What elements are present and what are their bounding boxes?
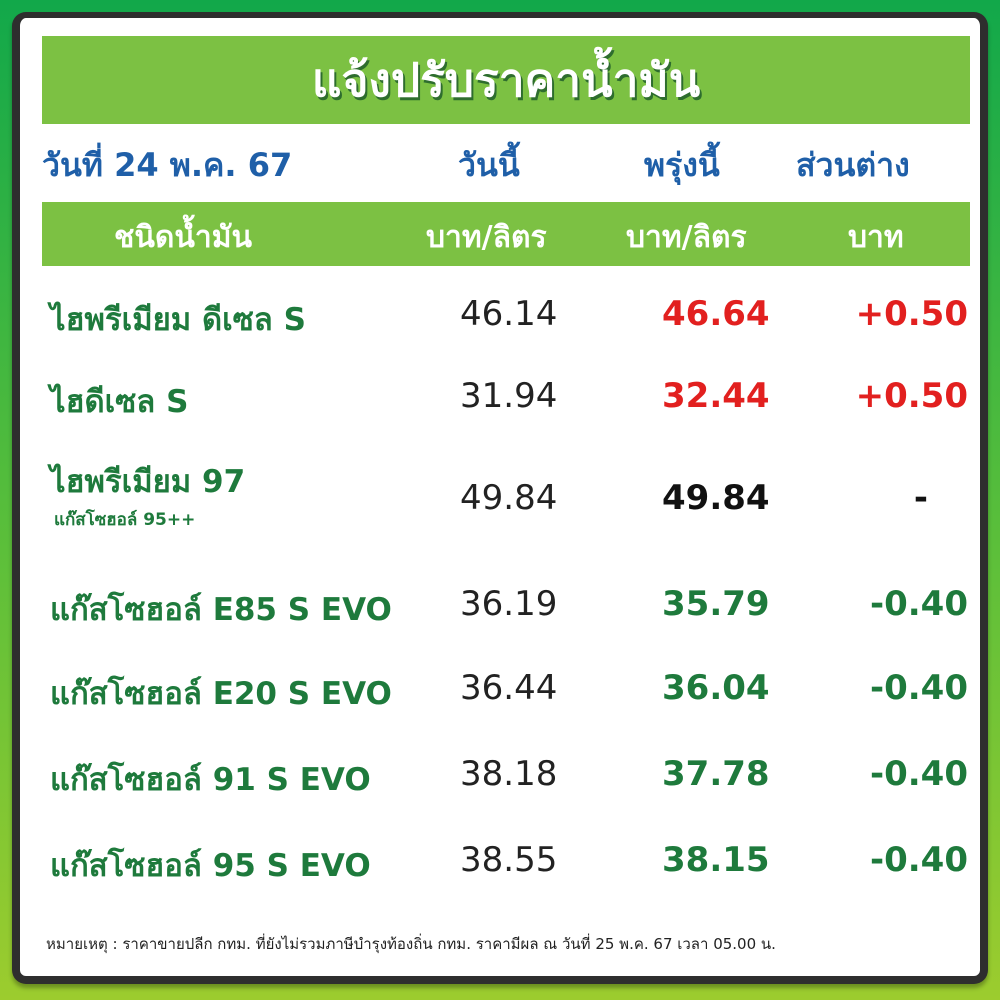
fuel-row: แก๊สโซฮอล์ 95 S EVO 38.55 38.15 -0.40 [20,840,980,900]
tomorrow-price: 35.79 [662,584,770,624]
fuel-name: ไฮดีเซล S [50,384,189,420]
today-price: 36.44 [460,668,558,708]
today-price: 38.55 [460,840,558,880]
tomorrow-price: 36.04 [662,668,770,708]
fuel-row: ไฮพรีเมียม 97 แก๊สโซฮอล์ 95++ 49.84 49.84 - [20,456,980,530]
tomorrow-price: 32.44 [662,376,770,416]
date-label: วันที่ 24 พ.ค. 67 [42,146,293,184]
today-price: 38.18 [460,754,558,794]
fuel-row: แก๊สโซฮอล์ E20 S EVO 36.44 36.04 -0.40 [20,668,980,728]
price-diff: +0.50 [855,294,968,334]
fuel-subname: แก๊สโซฮอล์ 95++ [54,510,196,530]
price-diff: +0.50 [855,376,968,416]
price-diff: -0.40 [870,668,968,708]
diff-header: ส่วนต่าง [796,146,910,184]
price-diff: -0.40 [870,754,968,794]
fuel-row: แก๊สโซฮอล์ 91 S EVO 38.18 37.78 -0.40 [20,754,980,814]
today-price: 46.14 [460,294,558,334]
today-price: 49.84 [460,478,558,518]
today-unit: บาท/ลิตร [426,220,547,255]
fuel-name: แก๊สโซฮอล์ 91 S EVO [50,762,371,798]
price-diff: -0.40 [870,840,968,880]
diff-unit: บาท [848,220,904,255]
fuel-name: ไฮพรีเมียม ดีเซล S [50,302,306,338]
fuel-name: แก๊สโซฮอล์ E85 S EVO [50,592,392,628]
fuel-row: แก๊สโซฮอล์ E85 S EVO 36.19 35.79 -0.40 [20,584,980,644]
price-diff: - [913,478,928,518]
price-card: แจ้งปรับราคาน้ำมัน วันที่ 24 พ.ค. 67 วัน… [12,12,988,984]
fuel-name: ไฮพรีเมียม 97 [50,464,246,500]
tomorrow-price: 37.78 [662,754,770,794]
type-unit: ชนิดน้ำมัน [114,220,252,255]
fuel-name: แก๊สโซฮอล์ 95 S EVO [50,848,371,884]
price-diff: -0.40 [870,584,968,624]
today-header: วันนี้ [458,146,520,184]
page-title: แจ้งปรับราคาน้ำมัน [42,36,970,124]
today-price: 31.94 [460,376,558,416]
fuel-row: ไฮพรีเมียม ดีเซล S 46.14 46.64 +0.50 [20,294,980,354]
tomorrow-unit: บาท/ลิตร [626,220,747,255]
tomorrow-price: 46.64 [662,294,770,334]
tomorrow-price: 38.15 [662,840,770,880]
fuel-name: แก๊สโซฮอล์ E20 S EVO [50,676,392,712]
tomorrow-price: 49.84 [662,478,770,518]
footnote: หมายเหตุ : ราคาขายปลีก กทม. ที่ยังไม่รวม… [46,935,776,953]
today-price: 36.19 [460,584,558,624]
units-bar: ชนิดน้ำมัน บาท/ลิตร บาท/ลิตร บาท [42,202,970,266]
tomorrow-header: พรุ่งนี้ [644,146,720,184]
fuel-row: ไฮดีเซล S 31.94 32.44 +0.50 [20,376,980,436]
